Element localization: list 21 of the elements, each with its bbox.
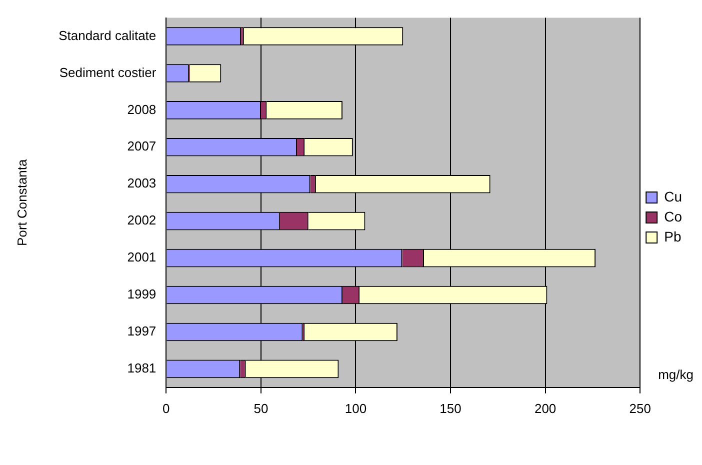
- y-tick-label: 1999: [127, 286, 156, 302]
- x-axis-title: mg/kg: [658, 366, 694, 382]
- y-tick-label: 1981: [127, 360, 156, 376]
- y-tick-label: Sediment costier: [59, 64, 157, 80]
- y-tick-label: 2007: [127, 138, 156, 154]
- x-tick-label: 100: [344, 400, 367, 416]
- legend-label: Co: [664, 208, 682, 224]
- y-tick-label: 1997: [127, 324, 156, 339]
- x-tick-label: 200: [534, 400, 556, 416]
- y-axis-title: Port Constanta: [14, 158, 30, 246]
- legend-label: Pb: [664, 228, 682, 244]
- legend-label: Cu: [664, 188, 682, 204]
- y-tick-label: 2008: [127, 102, 156, 117]
- y-tick-label: Standard calitate: [58, 28, 156, 43]
- x-tick-label: 50: [254, 400, 268, 416]
- x-tick-label: 150: [440, 400, 462, 416]
- y-tick-label: 2003: [127, 176, 156, 191]
- y-tick-label: 2001: [127, 250, 156, 265]
- x-tick-label: 0: [162, 400, 170, 416]
- x-tick-label: 250: [629, 400, 651, 416]
- y-tick-label: 2002: [127, 212, 156, 228]
